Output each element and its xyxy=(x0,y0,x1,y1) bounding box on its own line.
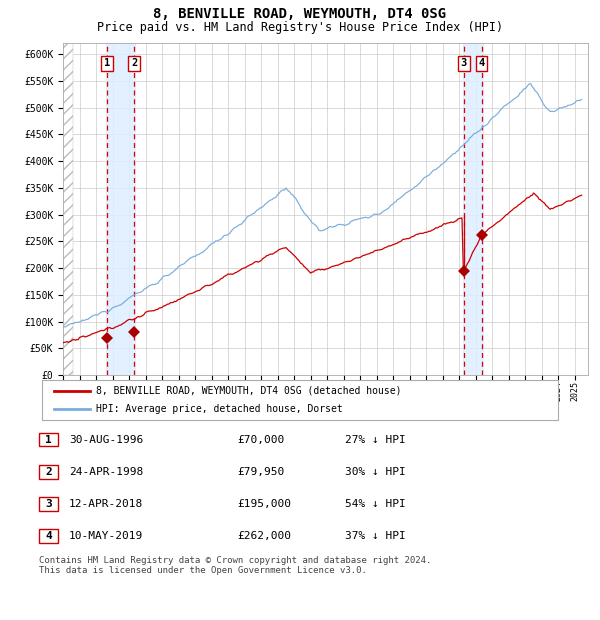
Text: 3: 3 xyxy=(461,58,467,68)
Text: 30% ↓ HPI: 30% ↓ HPI xyxy=(345,467,406,477)
Text: £195,000: £195,000 xyxy=(237,499,291,509)
Text: 54% ↓ HPI: 54% ↓ HPI xyxy=(345,499,406,509)
Text: 37% ↓ HPI: 37% ↓ HPI xyxy=(345,531,406,541)
Text: 1: 1 xyxy=(45,435,52,445)
Text: £70,000: £70,000 xyxy=(237,435,284,445)
Text: 8, BENVILLE ROAD, WEYMOUTH, DT4 0SG: 8, BENVILLE ROAD, WEYMOUTH, DT4 0SG xyxy=(154,7,446,22)
Text: Price paid vs. HM Land Registry's House Price Index (HPI): Price paid vs. HM Land Registry's House … xyxy=(97,21,503,34)
Text: 12-APR-2018: 12-APR-2018 xyxy=(69,499,143,509)
Text: 2: 2 xyxy=(45,467,52,477)
Text: Contains HM Land Registry data © Crown copyright and database right 2024.
This d: Contains HM Land Registry data © Crown c… xyxy=(39,556,431,575)
Bar xyxy=(106,43,136,375)
Text: 24-APR-1998: 24-APR-1998 xyxy=(69,467,143,477)
Text: £79,950: £79,950 xyxy=(237,467,284,477)
Text: 10-MAY-2019: 10-MAY-2019 xyxy=(69,531,143,541)
Text: £262,000: £262,000 xyxy=(237,531,291,541)
Text: 3: 3 xyxy=(45,499,52,509)
Text: HPI: Average price, detached house, Dorset: HPI: Average price, detached house, Dors… xyxy=(96,404,343,415)
Text: 2: 2 xyxy=(131,58,137,68)
Text: 4: 4 xyxy=(45,531,52,541)
Bar xyxy=(463,43,483,375)
Text: 4: 4 xyxy=(479,58,485,68)
Text: 1: 1 xyxy=(104,58,110,68)
Text: 8, BENVILLE ROAD, WEYMOUTH, DT4 0SG (detached house): 8, BENVILLE ROAD, WEYMOUTH, DT4 0SG (det… xyxy=(96,386,401,396)
Text: 30-AUG-1996: 30-AUG-1996 xyxy=(69,435,143,445)
Text: 27% ↓ HPI: 27% ↓ HPI xyxy=(345,435,406,445)
